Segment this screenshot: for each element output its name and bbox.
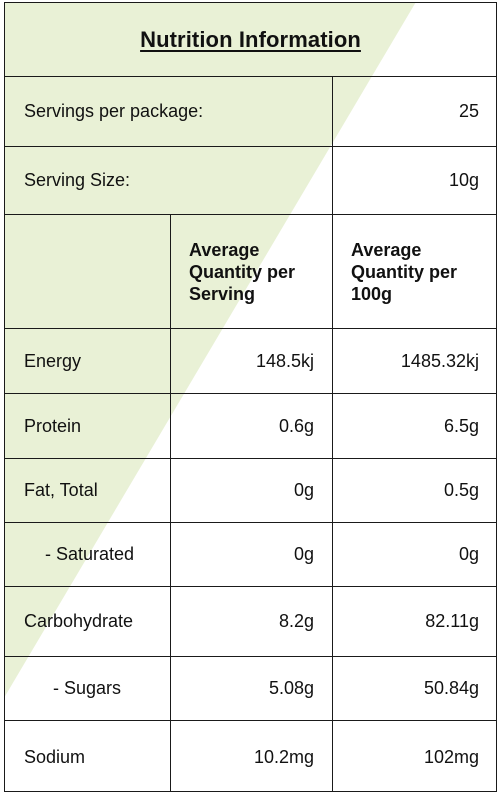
table-row: Protein 0.6g 6.5g xyxy=(5,394,496,459)
nutrient-name: - Sugars xyxy=(53,678,122,698)
table-row: - Saturated 0g 0g xyxy=(5,523,496,587)
column-header-row: Average Quantity per Serving Average Qua… xyxy=(5,215,496,329)
table-row: Carbohydrate 8.2g 82.11g xyxy=(5,587,496,657)
nutrient-per-serving: 148.5kj xyxy=(170,329,332,393)
table-row: Fat, Total 0g 0.5g xyxy=(5,459,496,523)
nutrient-name: Sodium xyxy=(24,746,86,767)
table-row: Energy 148.5kj 1485.32kj xyxy=(5,329,496,394)
nutrient-per-100g: 0.5g xyxy=(332,459,496,522)
nutrient-per-100g: 82.11g xyxy=(332,587,496,656)
nutrient-per-serving: 8.2g xyxy=(170,587,332,656)
header-empty-cell xyxy=(5,215,170,328)
serving-size-row: Serving Size: 10g xyxy=(5,147,496,215)
table-row: Sodium 10.2mg 102mg xyxy=(5,721,496,791)
table-row: - Sugars 5.08g 50.84g xyxy=(5,657,496,721)
nutrition-table: Nutrition Information Servings per packa… xyxy=(5,3,496,791)
nutrient-per-serving: 0g xyxy=(170,459,332,522)
nutrient-name: Protein xyxy=(24,415,82,436)
servings-value: 25 xyxy=(332,77,496,146)
nutrient-per-100g: 102mg xyxy=(332,721,496,791)
nutrient-per-serving: 5.08g xyxy=(170,657,332,720)
nutrient-per-serving: 10.2mg xyxy=(170,721,332,791)
nutrient-per-serving: 0.6g xyxy=(170,394,332,458)
header-per-100g: Average Quantity per 100g xyxy=(332,215,496,328)
page-title: Nutrition Information xyxy=(140,26,361,52)
serving-size-value: 10g xyxy=(332,147,496,214)
nutrient-per-100g: 0g xyxy=(332,523,496,586)
nutrient-per-100g: 50.84g xyxy=(332,657,496,720)
title-row: Nutrition Information xyxy=(5,3,496,77)
nutrient-name: Energy xyxy=(24,350,82,371)
nutrient-per-100g: 1485.32kj xyxy=(332,329,496,393)
serving-size-label: Serving Size: xyxy=(24,170,131,190)
servings-row: Servings per package: 25 xyxy=(5,77,496,147)
servings-label: Servings per package: xyxy=(24,101,204,121)
nutrient-per-serving: 0g xyxy=(170,523,332,586)
nutrient-name: - Saturated xyxy=(45,544,135,564)
header-per-serving: Average Quantity per Serving xyxy=(170,215,332,328)
nutrient-name: Carbohydrate xyxy=(24,611,134,631)
nutrient-per-100g: 6.5g xyxy=(332,394,496,458)
nutrient-name: Fat, Total xyxy=(24,480,98,500)
nutrition-panel: Nutrition Information Servings per packa… xyxy=(4,2,497,792)
